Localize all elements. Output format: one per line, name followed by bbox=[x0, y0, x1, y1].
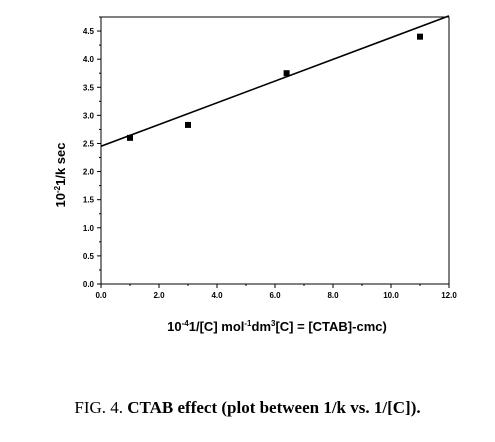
y-axis-title: 10-21/k sec bbox=[53, 143, 68, 208]
xlabel-part: 1/[C] mol bbox=[189, 319, 245, 334]
y-tick-label: 3.5 bbox=[83, 83, 95, 92]
ylabel-sup: -2 bbox=[53, 185, 62, 193]
y-tick-label: 1.0 bbox=[83, 224, 95, 233]
figure-caption: FIG. 4. CTAB effect (plot between 1/k vs… bbox=[0, 398, 495, 418]
ylabel-part: 10 bbox=[53, 193, 68, 207]
data-point bbox=[283, 70, 290, 77]
xlabel-part: [C] = [CTAB]-cmc) bbox=[275, 319, 386, 334]
y-tick-label: 0.5 bbox=[83, 252, 95, 261]
plot-frame bbox=[100, 16, 450, 285]
y-tick-label: 4.5 bbox=[83, 27, 95, 36]
data-point bbox=[127, 134, 133, 141]
x-tick-label: 4.0 bbox=[211, 291, 223, 300]
axes bbox=[100, 16, 450, 285]
caption-text: CTAB effect (plot between 1/k vs. 1/[C])… bbox=[127, 398, 421, 417]
y-tick-label: 2.0 bbox=[83, 168, 95, 177]
y-tick-label: 1.5 bbox=[83, 196, 95, 205]
xlabel-sup: -1 bbox=[244, 319, 252, 328]
xlabel-part: 10 bbox=[167, 319, 181, 334]
caption-prefix: FIG. 4. bbox=[74, 398, 128, 417]
fit-line bbox=[101, 15, 449, 148]
xlabel-part: dm bbox=[252, 319, 272, 334]
ylabel-part: 1/k sec bbox=[53, 143, 68, 186]
x-tick-label: 2.0 bbox=[153, 291, 165, 300]
x-tick-label: 10.0 bbox=[383, 291, 399, 300]
y-tick-label: 0.0 bbox=[83, 280, 95, 289]
xlabel-sup: 3 bbox=[271, 319, 276, 328]
x-tick-label: 12.0 bbox=[441, 291, 457, 300]
x-tick-label: 0.0 bbox=[95, 291, 107, 300]
data-point bbox=[417, 33, 423, 40]
x-tick-label: 6.0 bbox=[269, 291, 281, 300]
y-tick-label: 4.0 bbox=[83, 55, 95, 64]
y-tick-label: 3.0 bbox=[83, 111, 95, 120]
data-point bbox=[185, 121, 191, 128]
chart: 0.0 2.0 4.0 6.0 8.0 10.0 12.0 0.0 0.5 1.0 1.5 2.0 2.… bbox=[53, 15, 457, 334]
x-axis-title: 10-41/[C] mol-1dm3[C] = [CTAB]-cmc) bbox=[167, 319, 387, 334]
xlabel-sup: -4 bbox=[182, 319, 190, 328]
ticks: 0.0 2.0 4.0 6.0 8.0 10.0 12.0 0.0 0.5 1.0 1.5 2.0 2.… bbox=[83, 16, 457, 300]
data-points bbox=[101, 15, 449, 148]
y-tick-label: 2.5 bbox=[83, 139, 95, 148]
x-tick-label: 8.0 bbox=[327, 291, 339, 300]
